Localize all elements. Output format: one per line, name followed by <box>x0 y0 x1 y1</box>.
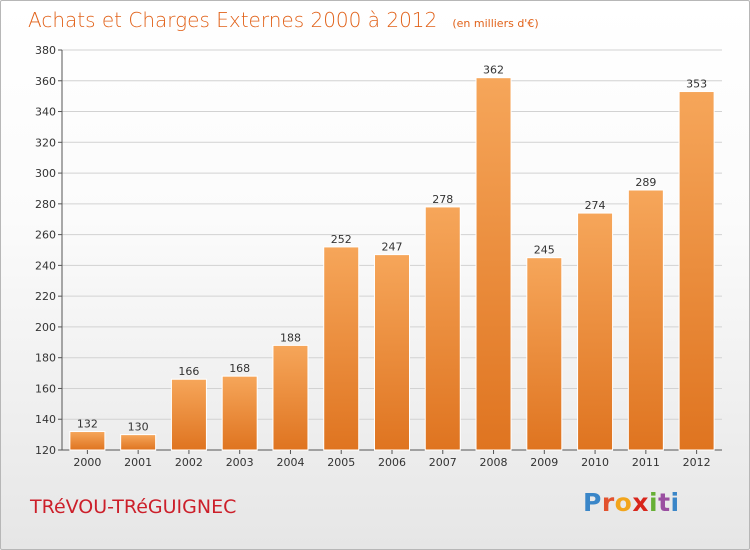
bar-2003 <box>221 375 258 451</box>
y-tick-label: 260 <box>35 229 56 242</box>
y-tick-label: 380 <box>35 44 56 57</box>
y-tick-label: 320 <box>35 136 56 149</box>
x-tick-label-2002: 2002 <box>175 456 203 469</box>
y-tick-label: 160 <box>35 382 56 395</box>
data-label-2003: 168 <box>229 362 250 375</box>
x-tick-label-2000: 2000 <box>73 456 101 469</box>
data-label-2008: 362 <box>483 64 504 77</box>
data-label-2002: 166 <box>178 365 199 378</box>
x-tick-label-2011: 2011 <box>632 456 660 469</box>
data-label-2009: 245 <box>534 244 555 257</box>
proxiti-logo: Proxiti <box>583 488 680 517</box>
data-labels: 132 130 166 168 188 252 247 278 362 245 274 289 353 <box>77 64 707 434</box>
bar-2010 <box>577 212 614 451</box>
x-tick-label-2008: 2008 <box>480 456 508 469</box>
x-tick-labels: 2000 2001 2002 2003 2004 2005 2006 2007 2008 2009… <box>73 450 711 469</box>
data-label-2007: 278 <box>432 193 453 206</box>
data-label-2010: 274 <box>585 199 606 212</box>
x-tick-label-2003: 2003 <box>226 456 254 469</box>
x-tick-label-2001: 2001 <box>124 456 152 469</box>
y-tick-label: 200 <box>35 321 56 334</box>
bar-2012 <box>678 91 715 451</box>
title-text: Achats et Charges Externes 2000 à 2012 <box>28 8 438 32</box>
data-label-2000: 132 <box>77 418 98 431</box>
logo-letter: o <box>614 488 633 517</box>
bar-2005 <box>323 246 360 451</box>
x-tick-label-2010: 2010 <box>581 456 609 469</box>
y-tick-label: 300 <box>35 167 56 180</box>
chart-title: Achats et Charges Externes 2000 à 2012 (… <box>28 8 539 32</box>
bar-2007 <box>424 206 461 451</box>
x-tick-label-2004: 2004 <box>276 456 304 469</box>
y-tick-label: 280 <box>35 198 56 211</box>
x-tick-label-2009: 2009 <box>530 456 558 469</box>
bar-2002 <box>170 378 207 451</box>
y-tick-label: 240 <box>35 259 56 272</box>
y-tick-label: 360 <box>35 75 56 88</box>
y-tick-label: 120 <box>35 444 56 457</box>
logo-letter: i <box>649 488 659 517</box>
bar-2009 <box>526 257 563 451</box>
y-tick-labels: 120 140 160 180 200 220 240 260 280 300 320 340 360 3… <box>35 44 56 457</box>
bar-2000 <box>69 431 106 451</box>
bar-2011 <box>627 189 664 451</box>
y-tick-label: 180 <box>35 352 56 365</box>
logo-letter: P <box>583 488 602 517</box>
bar-2001 <box>120 434 157 451</box>
y-tick-label: 340 <box>35 106 56 119</box>
data-label-2012: 353 <box>686 78 707 91</box>
bars <box>69 77 715 451</box>
data-label-2011: 289 <box>635 176 656 189</box>
data-label-2001: 130 <box>128 421 149 434</box>
y-tick-label: 220 <box>35 290 56 303</box>
x-tick-label-2012: 2012 <box>683 456 711 469</box>
bar-2004 <box>272 344 309 451</box>
x-tick-label-2006: 2006 <box>378 456 406 469</box>
commune-name: TRéVOU-TRéGUIGNEC <box>30 496 237 518</box>
data-label-2004: 188 <box>280 331 301 344</box>
logo-letter: x <box>632 488 649 517</box>
logo-letter: i <box>670 488 680 517</box>
logo-letter: r <box>601 488 615 517</box>
bar-2008 <box>475 77 512 451</box>
x-tick-label-2005: 2005 <box>327 456 355 469</box>
logo-letter: t <box>658 488 671 517</box>
x-tick-label-2007: 2007 <box>429 456 457 469</box>
bar-2006 <box>374 254 410 451</box>
title-unit: (en milliers d'€) <box>452 17 539 30</box>
y-tick-label: 140 <box>35 413 56 426</box>
data-label-2006: 247 <box>382 241 403 254</box>
data-label-2005: 252 <box>331 233 352 246</box>
